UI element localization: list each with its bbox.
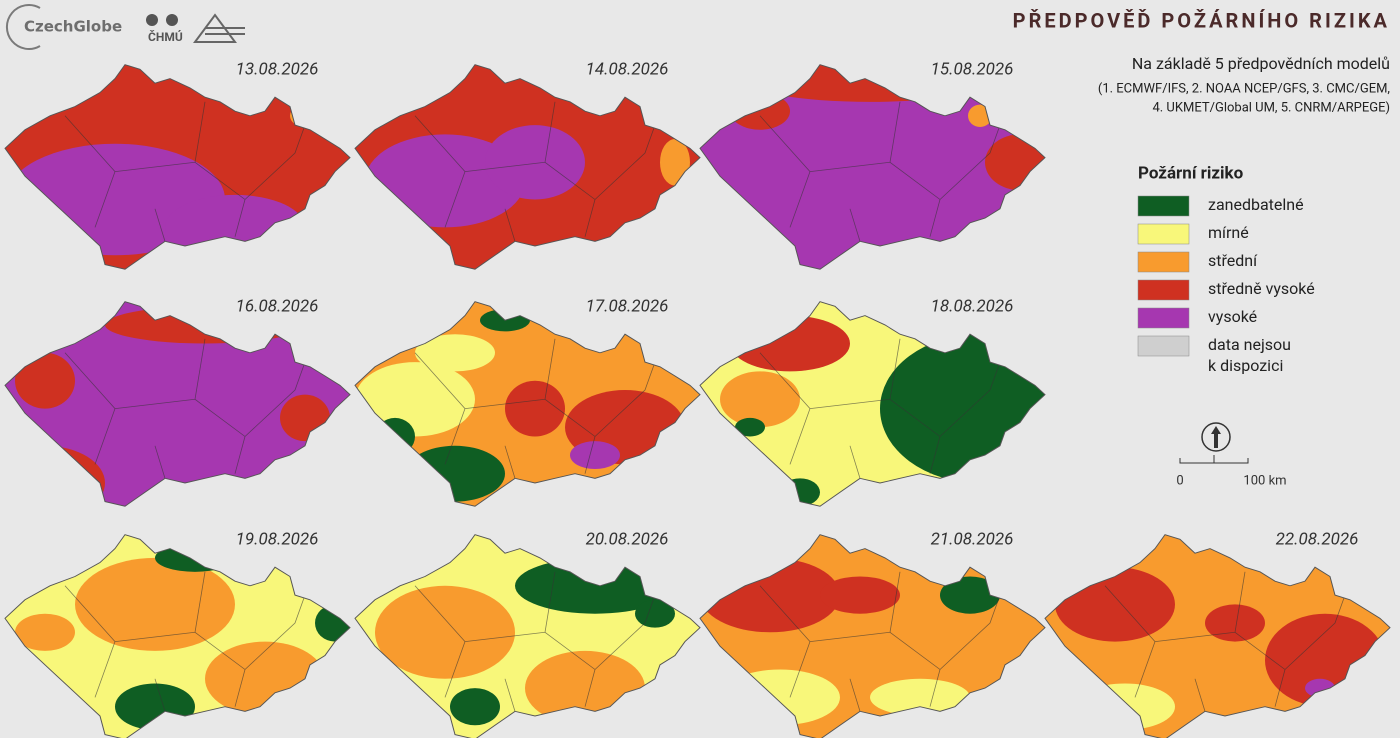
- scale-label: 100 km: [1243, 473, 1286, 488]
- logo-mark: [166, 14, 178, 26]
- scale-line: [1179, 455, 1249, 464]
- region-borders: [759, 571, 1001, 712]
- map-date: 18.08.2026: [931, 296, 1014, 316]
- risk-area: [450, 688, 500, 726]
- subtitle: Na základě 5 předpovědních modelů: [1132, 54, 1390, 73]
- risk-area: [75, 557, 235, 651]
- region-borders: [64, 101, 306, 242]
- region-borders: [1104, 571, 1346, 712]
- country-outline: [354, 534, 701, 738]
- models-line: 4. UKMET/Global UM, 5. CNRM/ARPEGE): [1152, 100, 1390, 115]
- risk-area: [505, 380, 565, 437]
- map-date: 15.08.2026: [931, 59, 1014, 79]
- risk-area: [870, 678, 970, 716]
- north-arrow: [1201, 422, 1231, 452]
- region-borders: [64, 338, 306, 479]
- map-date: 21.08.2026: [931, 529, 1014, 549]
- logo-mark: [146, 14, 158, 26]
- map-fill: [700, 301, 1045, 507]
- legend-label: k dispozici: [1208, 356, 1283, 375]
- legend-swatch: [1137, 279, 1190, 301]
- map-date: 19.08.2026: [236, 529, 319, 549]
- risk-area: [415, 334, 495, 372]
- logos: CzechGlobe ČHMÚ: [5, 4, 245, 50]
- legend-label: mírné: [1208, 223, 1249, 242]
- legend-label: vysoké: [1208, 307, 1257, 326]
- legend-swatch: [1137, 223, 1190, 245]
- logo-arc: [5, 4, 41, 50]
- risk-area: [355, 362, 475, 437]
- forecast-map: [354, 534, 701, 738]
- legend-swatch: [1137, 195, 1190, 217]
- region-borders: [414, 338, 656, 479]
- map-date: 16.08.2026: [236, 296, 319, 316]
- map-date: 13.08.2026: [236, 59, 319, 79]
- legend-label: zanedbatelné: [1208, 195, 1304, 214]
- country-outline: [354, 301, 701, 507]
- map-date: 17.08.2026: [586, 296, 669, 316]
- risk-area: [485, 125, 585, 200]
- risk-area: [720, 371, 800, 428]
- risk-area: [820, 576, 900, 614]
- map-fill: [355, 534, 700, 738]
- legend-title: Požární riziko: [1138, 163, 1244, 183]
- models-line: (1. ECMWF/IFS, 2. NOAA NCEP/GFS, 3. CMC/…: [1098, 81, 1390, 96]
- map-fill: [355, 64, 700, 270]
- map-date: 20.08.2026: [586, 529, 669, 549]
- country-outline: [699, 64, 1046, 270]
- country-outline: [4, 301, 351, 507]
- logo-czechglobe: CzechGlobe: [24, 18, 122, 36]
- country-outline: [4, 64, 351, 270]
- map-fill: [700, 534, 1045, 738]
- risk-area: [635, 599, 675, 628]
- scale-bar: 0 100 km: [1176, 455, 1287, 488]
- forecast-map: [699, 301, 1046, 507]
- region-borders: [759, 101, 1001, 242]
- country-outline: [4, 534, 351, 738]
- map-date: 22.08.2026: [1276, 529, 1359, 549]
- scale-label: 0: [1176, 473, 1183, 488]
- risk-area: [570, 441, 620, 470]
- region-borders: [414, 571, 656, 712]
- logo-chmu: ČHMÚ: [148, 29, 183, 44]
- country-outline: [699, 534, 1046, 738]
- legend-label: data nejsou: [1208, 335, 1291, 354]
- region-borders: [64, 571, 306, 712]
- legend: Požární riziko zanedbatelné mírné střední s…: [1137, 163, 1315, 375]
- country-outline: [699, 301, 1046, 507]
- north-pointer: [1211, 426, 1221, 448]
- forecast-map: [699, 534, 1046, 738]
- forecast-map: [354, 64, 701, 270]
- map-date: 14.08.2026: [586, 59, 669, 79]
- legend-swatch: [1137, 251, 1190, 273]
- maps: 13.08.2026 14.08.2026 15.08.2026 16.08.2026…: [4, 59, 1391, 738]
- risk-area: [735, 417, 765, 437]
- forecast-map: [354, 301, 701, 507]
- risk-area: [660, 139, 690, 186]
- map-base: [5, 301, 350, 507]
- country-outline: [354, 64, 701, 270]
- region-borders: [414, 101, 656, 242]
- north-circle: [1201, 422, 1231, 452]
- logo-ifer: [193, 13, 245, 43]
- legend-label: střední: [1208, 251, 1258, 270]
- risk-area: [15, 352, 75, 409]
- legend-label: středně vysoké: [1208, 279, 1315, 298]
- legend-swatch: [1137, 307, 1190, 329]
- region-borders: [759, 338, 1001, 479]
- map-fill: [355, 301, 700, 507]
- risk-area: [15, 613, 75, 651]
- risk-area: [940, 576, 1000, 614]
- title: PŘEDPOVĚĎ POŽÁRNÍHO RIZIKA: [1013, 8, 1390, 32]
- risk-area: [1205, 604, 1265, 642]
- country-outline: [1044, 534, 1391, 738]
- legend-swatch: [1137, 335, 1190, 357]
- risk-area: [375, 585, 515, 679]
